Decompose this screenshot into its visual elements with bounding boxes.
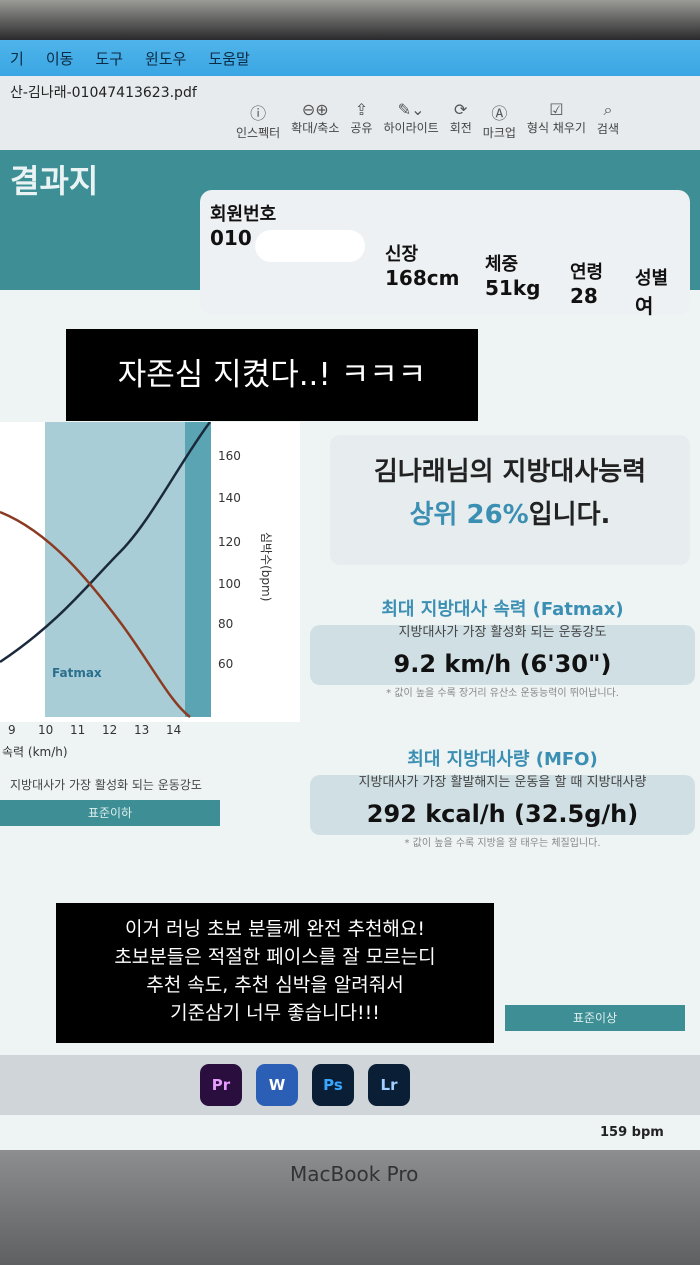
rotate-icon: ⟳: [454, 100, 468, 119]
y-tick: 140: [218, 491, 241, 505]
x-tick: 14: [166, 723, 181, 737]
menu-bar: 기 이동 도구 윈도우 도움말: [0, 40, 700, 76]
x-tick: 10: [38, 723, 53, 737]
x-tick: 9: [8, 723, 16, 737]
caption-bottom: 이거 러닝 초보 분들께 완전 추천해요! 초보분들은 적절한 페이스를 잘 모…: [56, 903, 494, 1043]
form-icon: ☑: [549, 100, 564, 119]
dock: Pr W Ps Lr: [0, 1055, 700, 1115]
chart-caption: 지방대사가 가장 활성화 되는 운동강도: [10, 778, 202, 792]
photoshop-app-icon[interactable]: Ps: [312, 1064, 354, 1106]
y-axis-label: 심박수(bpm): [259, 532, 273, 601]
zoom-icon: ⊖⊕: [301, 100, 329, 119]
below-standard-strip: 표준이하: [0, 800, 220, 826]
laptop-keyboard-deck: [0, 1150, 700, 1265]
fat-oxidation-line: [0, 510, 191, 718]
report-title: 결과지: [10, 162, 99, 200]
y-tick: 80: [218, 617, 233, 631]
inspector-button[interactable]: ⓘ 인스펙터: [236, 100, 280, 141]
height-info: 신장 168cm: [385, 244, 460, 290]
weight-info: 체중 51kg: [485, 254, 541, 300]
bpm-readout: 159 bpm: [600, 1125, 664, 1140]
summary-rank-line: 상위 26%입니다.: [409, 500, 611, 530]
form-fill-button[interactable]: ☑ 형식 채우기: [526, 100, 586, 135]
device-brand: MacBook Pro: [290, 1162, 419, 1186]
fatmax-zone-label: Fatmax: [52, 666, 102, 680]
sex-info: 성별 여: [635, 268, 669, 318]
percentile-card: 김나래님의 지방대사능력 상위 26%입니다.: [330, 435, 690, 565]
zoom-button[interactable]: ⊖⊕ 확대/축소: [291, 100, 340, 135]
mfo-metric: 최대 지방대사량 (MFO) 지방대사가 가장 활발해지는 운동을 할 때 지방…: [310, 745, 695, 849]
laptop-screen: 기 이동 도구 윈도우 도움말 산-김나래-01047413623.pdf ⓘ 인…: [0, 0, 700, 1150]
markup-button[interactable]: Ⓐ 마크업: [483, 100, 516, 141]
y-tick: 160: [218, 449, 241, 463]
info-icon: ⓘ: [250, 104, 267, 123]
summary-line: 김나래님의 지방대사능력: [373, 457, 647, 487]
toolbar-buttons: ⓘ 인스펙터 ⊖⊕ 확대/축소 ⇪ 공유 ✎⌄ 하이라이트 ⟳ 회전 Ⓐ 마크업 ☑ 형식 채…: [236, 100, 619, 141]
highlight-button[interactable]: ✎⌄ 하이라이트: [383, 100, 439, 135]
high-zone: [185, 422, 211, 717]
y-tick: 60: [218, 657, 233, 671]
y-tick: 120: [218, 535, 241, 549]
share-icon: ⇪: [354, 100, 369, 119]
mfo-value: 292 kcal/h (32.5g/h): [366, 800, 639, 828]
menu-item-tools[interactable]: 도구: [95, 49, 124, 68]
rotate-button[interactable]: ⟳ 회전: [449, 100, 472, 135]
window-title: 산-김나래-01047413623.pdf: [10, 85, 197, 101]
x-axis-label: 속력 (km/h): [2, 745, 68, 759]
preview-toolbar: [0, 76, 700, 151]
screen-bezel: [0, 0, 700, 40]
chart-svg: 9 10 11 12 13 14 속력 (km/h) 160 140 120 1…: [0, 421, 300, 759]
member-number: 회원번호 010: [210, 204, 277, 250]
menu-item[interactable]: 기: [10, 49, 24, 68]
lightroom-app-icon[interactable]: Lr: [368, 1064, 410, 1106]
fatmax-metric: 최대 지방대사 속력 (Fatmax) 지방대사가 가장 활성화 되는 운동강도…: [310, 595, 695, 699]
caption-top: 자존심 지켰다..! ㅋㅋㅋ: [66, 329, 478, 421]
y-tick: 100: [218, 577, 241, 591]
search-button[interactable]: ⌕ 검색: [596, 100, 620, 136]
menu-item-help[interactable]: 도움말: [208, 49, 250, 68]
heart-rate-line: [0, 421, 212, 664]
markup-icon: Ⓐ: [491, 104, 508, 123]
heart-rate-chart: 9 10 11 12 13 14 속력 (km/h) 160 140 120 1…: [0, 421, 300, 772]
above-standard-strip: 표준이상: [505, 1005, 685, 1031]
fatmax-value: 9.2 km/h (6'30"): [393, 650, 612, 678]
menu-item-go[interactable]: 이동: [45, 49, 74, 68]
redaction-mark: [255, 230, 365, 262]
x-tick: 12: [102, 723, 117, 737]
share-button[interactable]: ⇪ 공유: [350, 100, 373, 135]
menu-item-window[interactable]: 윈도우: [145, 49, 187, 68]
age-info: 연령 28: [570, 262, 604, 308]
pen-icon: ✎⌄: [397, 100, 425, 119]
rank-highlight: 상위 26%: [409, 500, 529, 530]
fatmax-zone: [45, 422, 185, 717]
premiere-app-icon[interactable]: Pr: [200, 1064, 242, 1106]
x-tick: 11: [70, 723, 85, 737]
x-tick: 13: [134, 723, 149, 737]
word-app-icon[interactable]: W: [256, 1064, 298, 1106]
search-icon: ⌕: [603, 100, 613, 119]
